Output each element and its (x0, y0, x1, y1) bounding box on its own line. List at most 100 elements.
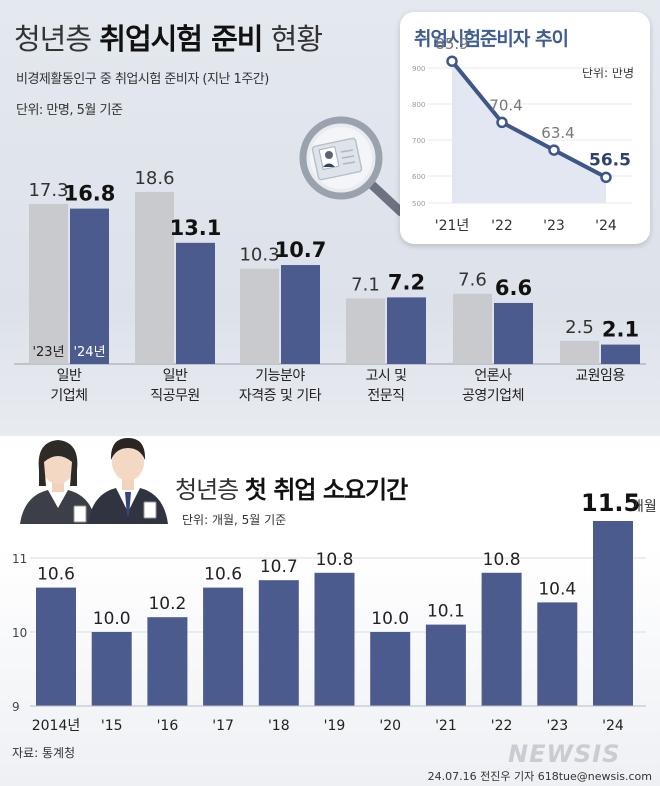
first-job-value-label: 10.0 (93, 609, 131, 629)
value-label-2024: 13.1 (170, 216, 222, 240)
first-job-bar (36, 587, 76, 706)
x-tick-label: '15 (101, 718, 123, 734)
x-tick-label: '24 (595, 218, 617, 234)
page-title: 청년층 취업시험 준비 현황 (14, 16, 323, 58)
credit-line: 24.07.16 전진우 기자 618tue@newsis.com (427, 770, 652, 783)
value-label-2023: 17.3 (28, 180, 68, 201)
bar-2024 (176, 242, 215, 364)
first-job-value-label: 11.5 (581, 489, 640, 517)
trend-point (548, 144, 560, 156)
first-job-title-part-2: 첫 취업 소요기간 (244, 476, 408, 504)
trend-point (600, 171, 612, 184)
value-label-2024: 2.1 (602, 318, 639, 342)
value-label-2024: 10.7 (275, 238, 327, 262)
first-job-title: 청년층 첫 취업 소요기간 (175, 470, 408, 505)
bar-2023 (453, 293, 492, 364)
x-tick-label: '21년 (435, 218, 470, 234)
subtitle: 비경제활동인구 중 취업시험 준비자 (지난 1주간) (16, 72, 269, 87)
y-tick-label: 700 (412, 137, 425, 145)
x-tick-label: '19 (324, 718, 346, 734)
y-tick-label: 500 (412, 200, 425, 208)
category-label: 교원임용 (575, 368, 625, 384)
bar-2024 (494, 302, 533, 364)
trend-line (450, 59, 607, 180)
first-job-value-label: 10.6 (204, 565, 242, 585)
x-tick-label: '20 (379, 718, 401, 734)
y-tick-label: 10 (12, 626, 27, 640)
series-label-2024: '24년 (73, 345, 105, 360)
category-label: 기능분야 자격증 및 기타 (238, 368, 322, 404)
category-label: 일반 직공무원 (150, 368, 200, 404)
magnifier-icon (299, 116, 406, 217)
x-tick-label: '16 (157, 718, 179, 734)
first-job-title-part-1: 청년층 (175, 476, 239, 504)
first-job-bar (537, 602, 578, 706)
value-label-2023: 7.6 (458, 270, 487, 291)
first-job-value-label: 10.8 (316, 550, 354, 570)
category-label: 언론사 공영기업체 (462, 368, 524, 404)
trend-value-label: 85.9 (435, 35, 468, 53)
first-job-value-label: 10.7 (260, 557, 298, 577)
first-job-bar (203, 587, 244, 706)
y-tick-label: 600 (412, 173, 425, 181)
first-job-bar (370, 632, 411, 706)
category-labels: 일반 기업체 일반 직공무원 기능분야 자격증 및 기타 고시 및 전문직 언론사 공영기업체 교원… (0, 366, 660, 416)
trend-value-label: 56.5 (589, 150, 631, 170)
unit-label: 단위: 만명, 5월 기준 (16, 103, 123, 118)
value-label-2023: 10.3 (239, 245, 279, 266)
job-seekers-illustration (20, 438, 168, 524)
first-job-bar (314, 572, 355, 706)
trend-line-chart: 900 800 700 600 500 85.9 '21년 70.4 '22 63.4 '23 56.… (412, 35, 632, 234)
value-label-2024: 16.8 (64, 182, 116, 206)
first-job-value-label: 10.2 (148, 594, 186, 614)
category-label: 일반 기업체 (50, 368, 88, 404)
first-job-value-label: 10.4 (538, 579, 576, 599)
value-label-2024: 7.2 (388, 270, 425, 294)
category-bar-chart: 17.316.8 18.6 13.1 10.310.7 7.1 7.2 7.6 6.6 2.5 2… (14, 168, 646, 365)
y-tick-label: 11 (12, 552, 27, 566)
first-job-value-label: 10.8 (483, 550, 521, 570)
bar-2023 (346, 298, 385, 364)
title-part-2: 취업시험 준비 (99, 22, 263, 56)
series-label-2023: '23년 (32, 345, 64, 360)
x-tick-label: '17 (212, 718, 234, 734)
y-tick-label: 900 (412, 65, 425, 73)
first-job-bar (481, 572, 522, 706)
bar-2024 (70, 208, 109, 364)
title-part-3: 현황 (270, 22, 323, 56)
trend-inset-card: 취업시험준비자 추이 단위: 만명 900 800 700 600 500 85.9 '21… (400, 12, 650, 244)
trend-value-label: 70.4 (489, 96, 522, 114)
y-tick-label: 800 (412, 101, 425, 109)
x-tick-label: '23 (543, 218, 565, 234)
first-job-value-label: 10.6 (37, 565, 75, 585)
title-part-1: 청년층 (14, 22, 92, 56)
first-job-value-label: 10.1 (427, 602, 465, 622)
x-tick-label: '24 (602, 718, 624, 734)
bar-2024 (387, 297, 426, 364)
category-label: 고시 및 전문직 (365, 368, 407, 404)
value-label-2023: 7.1 (351, 274, 380, 295)
trend-area (452, 61, 606, 203)
first-job-unit: 단위: 개월, 5월 기준 (182, 513, 287, 527)
x-tick-label: '18 (268, 718, 290, 734)
first-job-value-label: 10.0 (371, 609, 409, 629)
bar-2024 (601, 344, 640, 364)
x-tick-label: '21 (435, 718, 457, 734)
first-job-bar (258, 580, 299, 706)
first-job-bar (425, 624, 466, 706)
inset-title: 취업시험준비자 추이 (414, 28, 569, 50)
trend-point (496, 116, 508, 129)
source-note: 자료: 통계청 (12, 746, 76, 760)
inset-unit: 단위: 만명 (581, 66, 634, 80)
bar-2024 (281, 265, 320, 364)
x-tick-label: '22 (491, 718, 513, 734)
trend-point (446, 55, 458, 67)
value-label-2023: 2.5 (565, 317, 594, 338)
first-job-bar (593, 521, 633, 706)
bar-2023 (29, 203, 68, 364)
first-job-unit-suffix: 개월 (631, 499, 657, 515)
value-label-2023: 18.6 (134, 168, 174, 189)
y-tick-label: 9 (12, 700, 20, 714)
x-tick-label: '22 (491, 218, 513, 234)
